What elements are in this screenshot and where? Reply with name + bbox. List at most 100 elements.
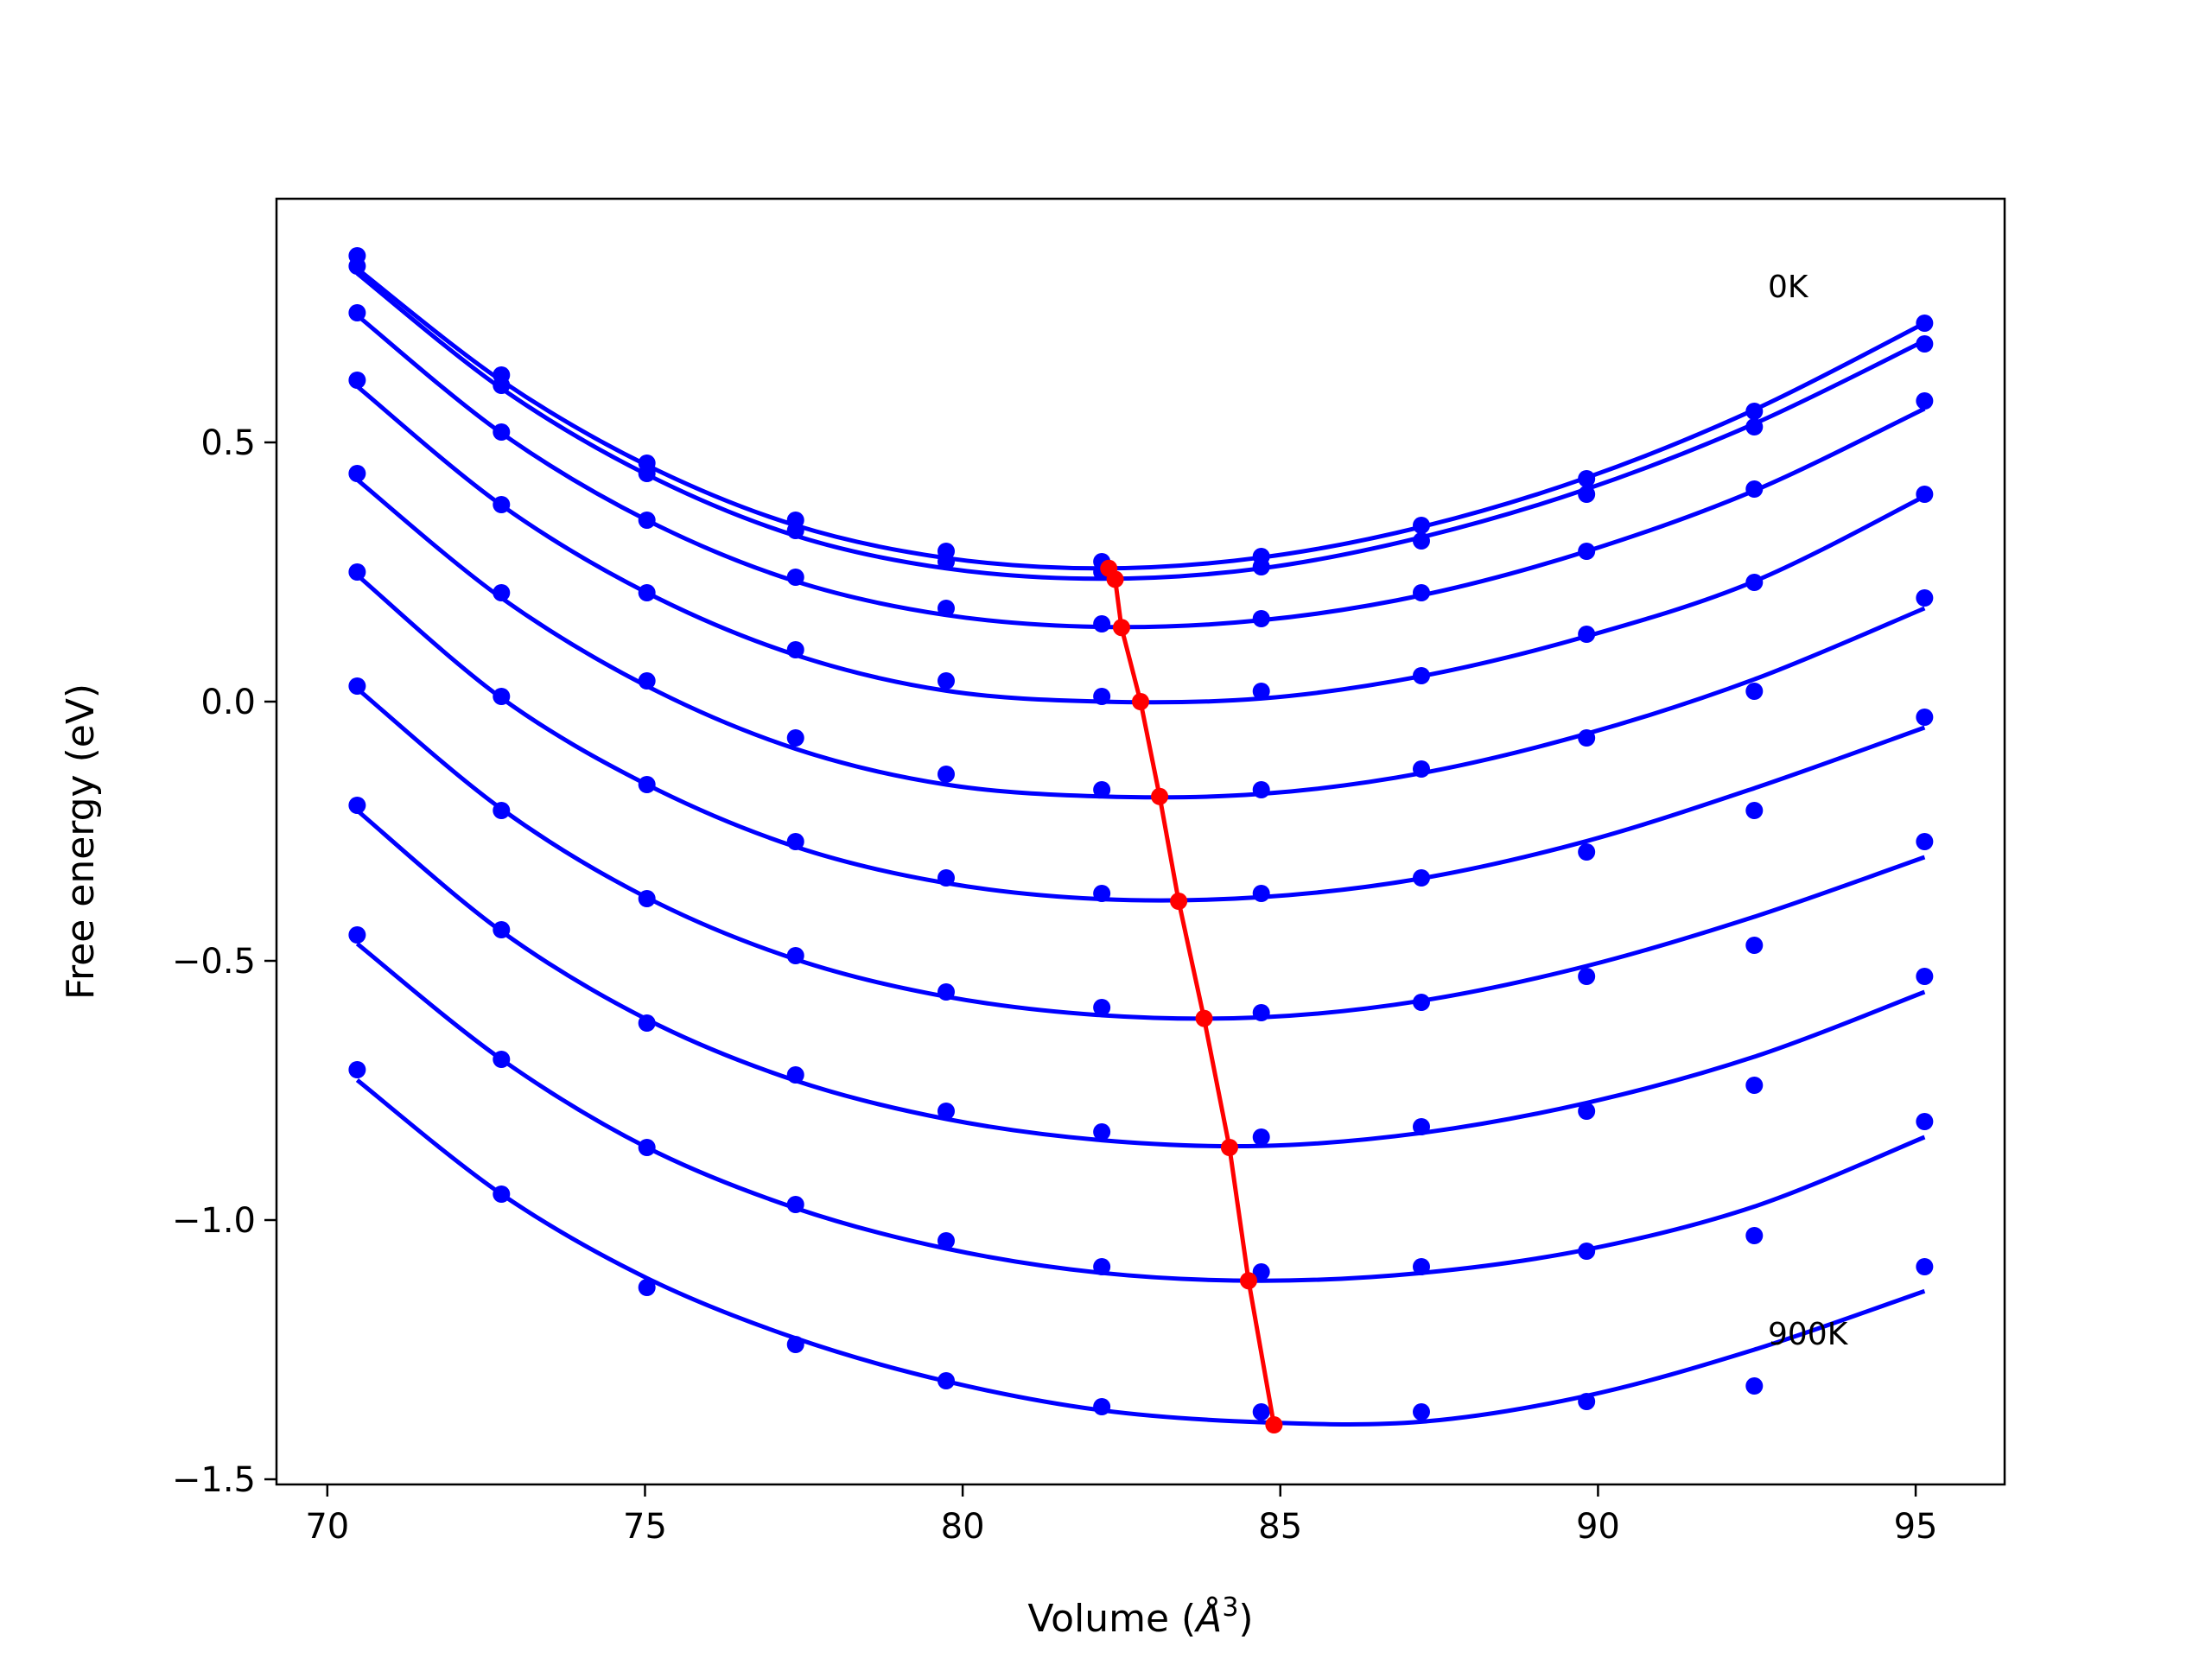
y-tick-label: 0.0 [200, 683, 256, 722]
data-point-s6-9 [1745, 937, 1764, 954]
minimum-point-6 [1195, 1009, 1213, 1027]
data-point-s6-7 [1413, 994, 1430, 1011]
data-point-s7-10 [1916, 968, 1934, 985]
data-point-s1-9 [1745, 418, 1764, 435]
data-point-s1-0 [348, 257, 366, 275]
x-tick-label: 75 [623, 1507, 667, 1547]
data-point-s5-0 [348, 563, 366, 581]
data-point-s5-5 [1093, 885, 1111, 902]
x-tick-label: 70 [305, 1507, 349, 1547]
data-point-s1-3 [786, 522, 804, 539]
data-point-s2-0 [348, 304, 366, 321]
data-point-s7-5 [1093, 1123, 1111, 1141]
y-tick-label: −0.5 [172, 942, 256, 982]
x-axis-label-unit: Å [1193, 1595, 1222, 1641]
data-point-s1-7 [1413, 532, 1430, 550]
data-point-s8-5 [1093, 1258, 1111, 1275]
data-point-s9-4 [938, 1372, 955, 1389]
data-point-s5-6 [1252, 885, 1270, 902]
data-point-s8-10 [1916, 1113, 1934, 1130]
data-point-s8-4 [938, 1232, 955, 1249]
data-point-s9-2 [638, 1279, 656, 1296]
data-point-s1-6 [1252, 558, 1270, 575]
x-axis-label-main: Volume ( [1027, 1597, 1196, 1641]
data-point-s3-4 [938, 672, 955, 690]
data-point-s4-7 [1413, 760, 1430, 778]
data-point-s3-1 [493, 496, 511, 513]
y-axis-label: Free energy (eV) [59, 683, 103, 1000]
minimum-point-9 [1265, 1416, 1283, 1433]
data-point-s9-8 [1578, 1393, 1596, 1410]
data-point-s2-6 [1252, 610, 1270, 627]
data-point-s2-7 [1413, 584, 1430, 601]
data-point-s6-8 [1578, 968, 1596, 985]
data-point-s7-8 [1578, 1103, 1596, 1120]
data-point-s6-1 [493, 802, 511, 819]
data-point-s4-5 [1093, 781, 1111, 798]
data-point-s6-0 [348, 677, 366, 695]
data-point-s7-2 [638, 1014, 656, 1032]
data-point-s2-8 [1578, 543, 1596, 560]
data-point-s6-6 [1252, 1004, 1270, 1021]
data-point-s0-9 [1745, 403, 1764, 420]
data-point-s8-9 [1745, 1227, 1764, 1244]
data-point-s4-1 [493, 584, 511, 601]
data-point-s3-10 [1916, 486, 1934, 503]
data-point-s7-9 [1745, 1077, 1764, 1094]
minimum-point-1 [1106, 570, 1124, 588]
data-point-s0-8 [1578, 470, 1596, 487]
data-point-s9-1 [493, 1185, 511, 1203]
data-point-s3-0 [348, 372, 366, 389]
minimum-point-5 [1170, 893, 1188, 910]
data-point-s5-4 [938, 869, 955, 887]
data-point-s3-3 [786, 641, 804, 658]
data-point-s7-6 [1252, 1128, 1270, 1146]
data-point-s9-10 [1916, 1258, 1934, 1275]
data-point-s8-2 [638, 1139, 656, 1156]
data-point-s5-9 [1745, 802, 1764, 819]
data-point-s1-1 [493, 377, 511, 394]
data-point-s8-8 [1578, 1243, 1596, 1260]
data-point-s5-2 [638, 776, 656, 793]
data-point-s8-6 [1252, 1263, 1270, 1281]
data-point-s2-5 [1093, 615, 1111, 632]
data-point-s2-3 [786, 569, 804, 586]
data-point-s4-9 [1745, 683, 1764, 700]
data-point-s2-10 [1916, 392, 1934, 410]
data-point-s2-2 [638, 512, 656, 529]
data-point-s7-0 [348, 797, 366, 814]
data-point-s4-2 [638, 672, 656, 690]
data-point-s4-6 [1252, 781, 1270, 798]
annotation-900k: 900K [1768, 1317, 1849, 1352]
data-point-s1-8 [1578, 486, 1596, 503]
data-point-s4-10 [1916, 589, 1934, 607]
data-point-s1-2 [638, 465, 656, 482]
x-tick-label: 90 [1576, 1507, 1620, 1547]
data-point-s4-0 [348, 465, 366, 482]
data-point-s9-3 [786, 1336, 804, 1353]
data-point-s3-6 [1252, 683, 1270, 700]
data-point-s9-9 [1745, 1377, 1764, 1395]
data-point-s6-3 [786, 947, 804, 964]
data-point-s6-10 [1916, 833, 1934, 850]
annotation-0k: 0K [1768, 270, 1809, 305]
y-tick-label: −1.5 [172, 1460, 256, 1500]
y-tick-label: −1.0 [172, 1201, 256, 1241]
x-tick-label: 95 [1894, 1507, 1938, 1547]
data-point-s5-3 [786, 833, 804, 850]
data-point-s5-10 [1916, 709, 1934, 726]
data-point-s4-8 [1578, 729, 1596, 747]
y-axis-ticks: −1.5 −1.0 −0.5 0.0 0.5 [172, 423, 276, 1500]
data-point-s6-5 [1093, 999, 1111, 1016]
data-point-s2-9 [1745, 480, 1764, 498]
data-point-s1-10 [1916, 335, 1934, 353]
data-point-s6-2 [638, 890, 656, 907]
data-point-s3-8 [1578, 626, 1596, 643]
data-point-s7-3 [786, 1066, 804, 1084]
data-point-s7-7 [1413, 1118, 1430, 1135]
data-point-s9-0 [348, 1061, 366, 1078]
x-tick-label: 80 [941, 1507, 985, 1547]
data-point-s8-0 [348, 926, 366, 944]
data-point-s7-4 [938, 1103, 955, 1120]
